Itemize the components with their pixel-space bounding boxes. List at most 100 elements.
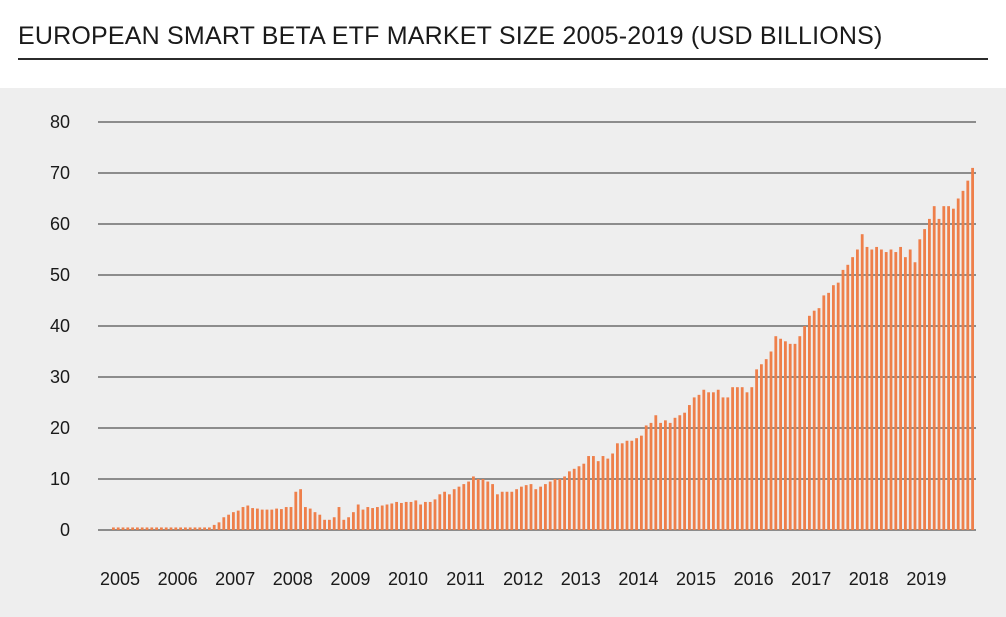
bar — [817, 308, 821, 530]
bar — [644, 425, 648, 530]
bar — [769, 351, 773, 530]
bar — [385, 504, 389, 530]
bar — [544, 484, 547, 530]
bar — [596, 461, 600, 530]
bar — [438, 494, 442, 530]
bar — [928, 218, 931, 530]
bar — [592, 456, 595, 530]
bar — [457, 486, 461, 530]
bar — [620, 443, 624, 530]
bar — [164, 527, 168, 530]
bar — [841, 269, 845, 530]
bar — [280, 509, 283, 530]
bar — [145, 527, 149, 530]
bar — [798, 336, 802, 530]
bar — [361, 509, 365, 530]
bar — [860, 234, 864, 530]
bar — [870, 249, 874, 530]
bar — [884, 252, 888, 531]
bar — [894, 252, 898, 531]
bar — [356, 504, 360, 530]
x-axis-labels: 2005 2006 2007 2008 2009 2010 2011 2012 2013 2014… — [100, 569, 946, 589]
bar — [740, 387, 744, 530]
bar — [232, 512, 235, 530]
bar — [808, 315, 811, 530]
bar — [376, 507, 379, 530]
bar — [212, 524, 216, 530]
bar — [400, 502, 403, 530]
x-tick-label: 2015 — [676, 569, 716, 589]
bar — [784, 341, 787, 530]
bar — [328, 519, 331, 530]
bar — [716, 389, 720, 530]
bar — [764, 359, 768, 530]
bar — [659, 422, 662, 530]
bar — [217, 522, 221, 530]
bar — [476, 479, 480, 530]
bar — [563, 476, 566, 530]
bar — [692, 397, 696, 530]
bar — [923, 229, 926, 530]
bar — [188, 527, 192, 530]
bar — [448, 494, 451, 530]
x-tick-label: 2016 — [734, 569, 774, 589]
bar — [256, 508, 259, 530]
bar — [294, 491, 298, 530]
bar — [318, 514, 322, 530]
bar — [520, 486, 523, 530]
bar — [908, 249, 912, 530]
bar — [668, 422, 672, 530]
bar — [875, 246, 878, 530]
x-tick-label: 2013 — [561, 569, 601, 589]
bar — [856, 249, 859, 530]
bar — [889, 249, 893, 530]
bar — [750, 387, 754, 530]
bar — [505, 491, 509, 530]
y-tick-label: 80 — [50, 112, 70, 132]
y-axis-labels: 0 10 20 30 40 50 60 70 80 — [50, 112, 70, 540]
bar — [760, 364, 763, 530]
bar — [548, 481, 552, 530]
y-tick-label: 30 — [50, 367, 70, 387]
bar — [260, 509, 264, 530]
bar — [371, 508, 374, 530]
bar — [539, 486, 542, 530]
bar — [419, 504, 422, 530]
bar — [961, 190, 965, 530]
bar — [712, 392, 715, 530]
bar — [174, 527, 178, 530]
x-tick-label: 2009 — [330, 569, 370, 589]
x-tick-label: 2019 — [906, 569, 946, 589]
bar — [342, 519, 346, 530]
y-tick-label: 40 — [50, 316, 70, 336]
bar — [846, 264, 850, 530]
bar — [822, 295, 826, 530]
bar — [332, 517, 336, 530]
bar — [112, 527, 115, 530]
bar — [227, 514, 230, 530]
bar — [452, 489, 456, 530]
bar — [529, 484, 533, 530]
bar — [942, 206, 946, 530]
y-tick-label: 70 — [50, 163, 70, 183]
bar — [308, 508, 312, 530]
bar — [577, 466, 581, 530]
y-tick-label: 0 — [60, 520, 70, 540]
bar — [582, 463, 586, 530]
bar — [404, 501, 408, 530]
bar — [956, 198, 960, 530]
bar — [745, 392, 749, 530]
bar — [193, 527, 197, 530]
x-tick-label: 2017 — [791, 569, 831, 589]
bars — [112, 167, 974, 531]
bar — [851, 257, 854, 530]
bar — [918, 239, 922, 531]
bar — [275, 508, 278, 530]
x-tick-label: 2012 — [503, 569, 543, 589]
bar — [553, 479, 557, 530]
bar — [836, 282, 840, 530]
bar — [558, 479, 562, 530]
bar — [880, 249, 883, 530]
bar — [731, 387, 734, 530]
